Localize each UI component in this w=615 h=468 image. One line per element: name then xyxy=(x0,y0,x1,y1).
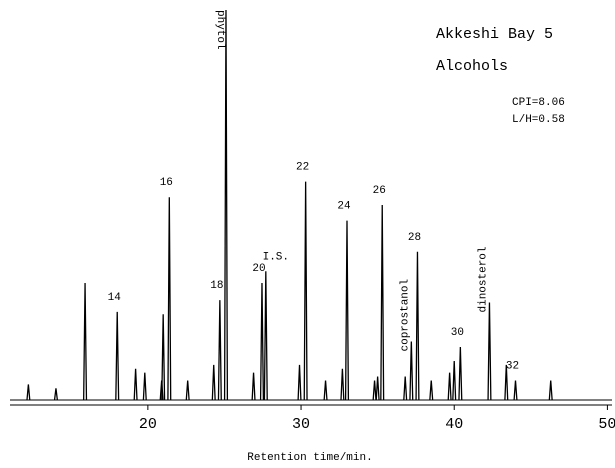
peak xyxy=(452,360,457,401)
peak xyxy=(487,302,492,401)
peak xyxy=(217,300,222,401)
peak xyxy=(403,376,408,401)
peak xyxy=(167,197,172,401)
peak xyxy=(429,380,434,401)
chart-title: Akkeshi Bay 5 xyxy=(436,26,553,43)
peak xyxy=(185,380,190,401)
peak xyxy=(372,380,377,401)
peak xyxy=(53,388,58,401)
peak xyxy=(340,368,345,401)
annotation: CPI=8.06 xyxy=(512,97,565,109)
peak xyxy=(409,341,414,401)
peak-label: dinosterol xyxy=(477,246,489,312)
peak-label: 16 xyxy=(160,177,173,189)
x-tick-label: 50 xyxy=(598,416,615,433)
peak xyxy=(548,380,553,401)
peak xyxy=(344,220,350,401)
annotation: L/H=0.58 xyxy=(512,114,565,126)
x-tick-label: 20 xyxy=(139,416,157,433)
chart-subtitle: Alcohols xyxy=(436,58,508,75)
peak xyxy=(303,181,308,401)
peak xyxy=(375,376,380,401)
x-axis-label: Retention time/min. xyxy=(247,452,372,464)
peak xyxy=(297,364,302,401)
peak xyxy=(251,372,256,401)
peak xyxy=(415,251,420,401)
x-tick-label: 30 xyxy=(292,416,310,433)
peak xyxy=(458,346,463,401)
peak-label: 28 xyxy=(408,232,421,244)
peak-label: 20 xyxy=(252,263,265,275)
peak-label: 18 xyxy=(210,280,223,292)
peak xyxy=(504,364,509,401)
peak-label: 24 xyxy=(337,201,351,213)
peak-label: 26 xyxy=(373,185,386,197)
peak xyxy=(161,314,166,401)
peak xyxy=(223,9,229,401)
peak xyxy=(259,282,265,401)
peak-label: I.S. xyxy=(263,251,289,263)
peak xyxy=(211,364,216,401)
x-tick-label: 40 xyxy=(445,416,463,433)
peak xyxy=(263,271,268,401)
peak-label: 30 xyxy=(451,327,464,339)
peak xyxy=(447,372,452,401)
peak xyxy=(323,380,328,401)
peak xyxy=(26,384,31,401)
peak xyxy=(513,380,518,401)
peak-label: 22 xyxy=(296,162,309,174)
peak xyxy=(133,368,138,401)
peak xyxy=(142,372,147,401)
peak xyxy=(83,282,88,401)
peak xyxy=(380,204,385,401)
peak-label: 32 xyxy=(506,361,519,373)
peak xyxy=(115,311,120,401)
peak-label: 14 xyxy=(108,292,122,304)
peak-label: phytol xyxy=(214,10,226,50)
peak-label: coprostanol xyxy=(399,279,411,352)
